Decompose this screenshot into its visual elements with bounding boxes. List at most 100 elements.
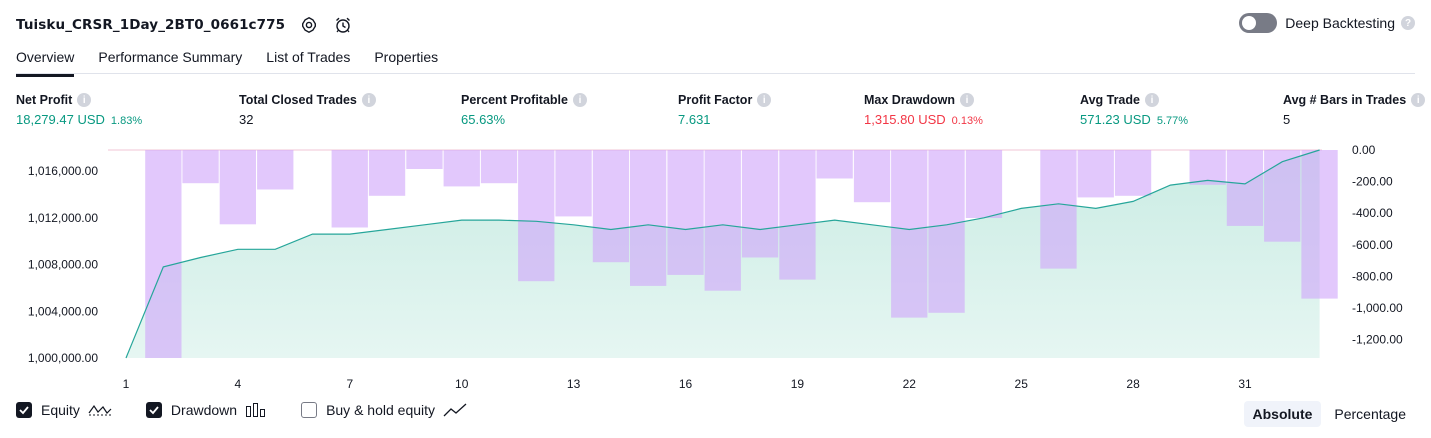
metric-label: Net Profit xyxy=(16,93,73,107)
metric-value: 32 xyxy=(239,112,254,127)
tab-overview[interactable]: Overview xyxy=(16,46,75,77)
info-icon[interactable]: i xyxy=(572,93,587,107)
tab-bar: Overview Performance Summary List of Tra… xyxy=(16,46,462,77)
x-tick-label: 28 xyxy=(1126,377,1140,390)
y-left-tick-label: 1,012,000.00 xyxy=(28,211,98,225)
metric-value: 18,279.47 USD xyxy=(16,112,105,127)
y-right-tick-label: -1,000.00 xyxy=(1352,301,1403,315)
alarm-clock-icon[interactable] xyxy=(333,15,353,35)
toggle-knob xyxy=(1242,16,1257,30)
legend-equity[interactable]: Equity xyxy=(16,402,112,418)
legend-drawdown[interactable]: Drawdown xyxy=(145,402,267,418)
deep-backtesting: Deep Backtesting ? xyxy=(1239,13,1415,33)
x-tick-label: 7 xyxy=(346,377,353,390)
legend-label: Drawdown xyxy=(170,402,238,418)
tab-list-of-trades[interactable]: List of Trades xyxy=(266,49,351,65)
checkbox-unchecked-icon[interactable] xyxy=(301,402,318,418)
metric-label: Avg # Bars in Trades xyxy=(1283,93,1407,107)
strategy-header: Tuisku_CRSR_1Day_2BT0_0661c775 xyxy=(16,12,353,38)
equity-line-icon xyxy=(88,402,112,418)
drawdown-bar xyxy=(331,150,368,228)
metric-value: 1,315.80 USD xyxy=(864,112,946,127)
drawdown-bar xyxy=(145,150,182,358)
display-mode-switch: Absolute Percentage xyxy=(1240,401,1416,427)
x-tick-label: 22 xyxy=(903,377,917,390)
trend-line-icon xyxy=(443,402,467,418)
y-right-tick-label: -400.00 xyxy=(1352,206,1393,220)
bar-chart-icon xyxy=(245,402,267,418)
metric-sub: 1.83% xyxy=(110,115,143,127)
deep-backtesting-label: Deep Backtesting xyxy=(1285,15,1395,31)
drawdown-bar xyxy=(779,150,816,280)
chart-legend: Equity Drawdown Buy & hold equity xyxy=(16,402,501,418)
tab-properties[interactable]: Properties xyxy=(374,49,439,65)
metric-max-drawdown: Max Drawdown i 1,315.80 USD 0.13% xyxy=(864,93,983,127)
metric-label: Percent Profitable xyxy=(461,93,568,107)
x-tick-label: 1 xyxy=(123,377,130,390)
drawdown-bar xyxy=(1264,150,1301,242)
x-tick-label: 13 xyxy=(567,377,581,390)
metric-percent-profitable: Percent Profitable i 65.63% xyxy=(461,93,587,127)
metric-profit-factor: Profit Factor i 7.631 xyxy=(678,93,772,127)
drawdown-bar xyxy=(182,150,219,184)
info-icon[interactable]: i xyxy=(361,93,376,107)
info-icon[interactable]: i xyxy=(960,93,974,107)
metrics-row: Net Profit i 18,279.47 USD 1.83% Total Clo… xyxy=(16,93,1426,133)
y-right-tick-label: 0.00 xyxy=(1352,143,1376,157)
drawdown-bar xyxy=(480,150,518,184)
metric-label: Max Drawdown xyxy=(864,93,955,107)
info-icon[interactable]: i xyxy=(1411,93,1426,107)
tab-performance-summary[interactable]: Performance Summary xyxy=(98,49,243,65)
drawdown-bar xyxy=(891,150,928,318)
drawdown-bar xyxy=(555,150,592,217)
metric-value: 65.63% xyxy=(461,112,506,127)
drawdown-bar xyxy=(1077,150,1114,198)
drawdown-bar xyxy=(443,150,480,187)
checkbox-checked-icon[interactable] xyxy=(16,402,32,418)
y-left-tick-label: 1,000,000.00 xyxy=(28,351,98,365)
drawdown-bar xyxy=(518,150,555,282)
x-tick-label: 16 xyxy=(679,377,693,390)
x-tick-label: 31 xyxy=(1238,377,1252,390)
metric-total-closed-trades: Total Closed Trades i 32 xyxy=(239,93,376,127)
drawdown-bar xyxy=(257,150,294,190)
metric-label: Profit Factor xyxy=(678,93,753,107)
drawdown-bar xyxy=(630,150,667,286)
metric-value: 5 xyxy=(1283,112,1291,127)
mode-absolute-button[interactable]: Absolute xyxy=(1243,401,1322,427)
info-icon[interactable]: i xyxy=(1144,93,1159,107)
gear-icon[interactable] xyxy=(299,15,319,35)
equity-line xyxy=(125,149,1320,359)
drawdown-bar xyxy=(592,150,630,263)
legend-label: Buy & hold equity xyxy=(326,402,436,418)
deep-backtesting-toggle[interactable] xyxy=(1239,13,1278,33)
drawdown-bar xyxy=(1114,150,1152,196)
y-right-tick-label: -600.00 xyxy=(1352,238,1393,252)
drawdown-bar xyxy=(1301,150,1338,299)
x-tick-label: 19 xyxy=(791,377,805,390)
mode-percentage-button[interactable]: Percentage xyxy=(1334,406,1406,422)
metric-label: Total Closed Trades xyxy=(239,93,357,107)
legend-label: Equity xyxy=(41,402,80,418)
metric-avg-trade: Avg Trade i 571.23 USD 5.77% xyxy=(1080,93,1188,127)
drawdown-bar xyxy=(741,150,779,258)
x-tick-label: 25 xyxy=(1015,377,1029,390)
metric-value: 7.631 xyxy=(678,112,711,127)
drawdown-bar xyxy=(928,150,965,313)
drawdown-bar xyxy=(406,150,443,169)
drawdown-bar xyxy=(1189,150,1226,185)
y-left-tick-label: 1,016,000.00 xyxy=(28,164,98,178)
info-icon[interactable]: i xyxy=(757,93,772,107)
equity-drawdown-chart[interactable]: 1,000,000.00 1,004,000.00 1,008,000.00 1,01… xyxy=(0,140,1431,390)
metric-sub: 5.77% xyxy=(1156,115,1189,127)
checkbox-checked-icon[interactable] xyxy=(145,402,162,418)
drawdown-bar xyxy=(816,150,853,179)
metric-value: 571.23 USD xyxy=(1080,112,1151,127)
tab-divider xyxy=(16,73,1415,74)
drawdown-bar xyxy=(853,150,891,203)
strategy-title: Tuisku_CRSR_1Day_2BT0_0661c775 xyxy=(16,17,286,33)
drawdown-bar xyxy=(1040,150,1077,269)
info-icon[interactable]: i xyxy=(77,93,92,107)
help-icon[interactable]: ? xyxy=(1401,16,1415,30)
legend-buy-hold-equity[interactable]: Buy & hold equity xyxy=(301,402,467,418)
